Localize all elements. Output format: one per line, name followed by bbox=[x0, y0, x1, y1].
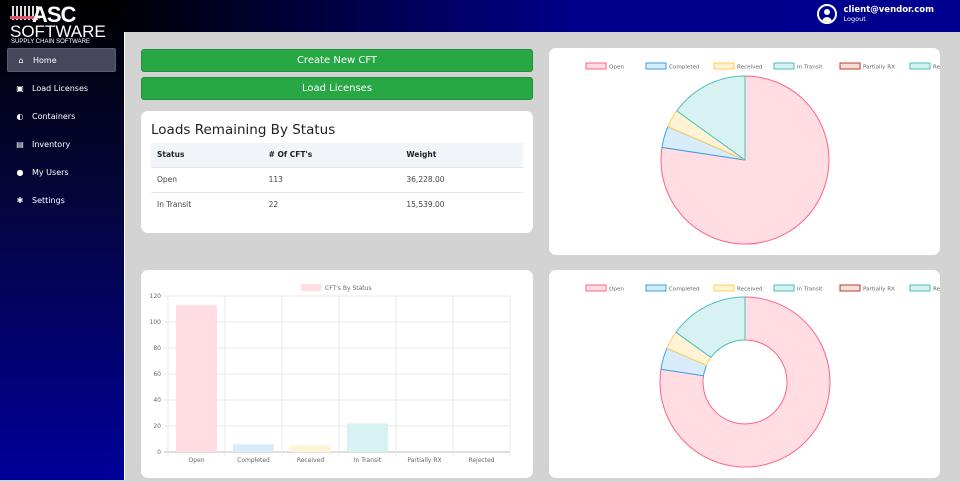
legend-swatch bbox=[909, 284, 931, 292]
legend-label: Open bbox=[609, 65, 624, 71]
table-row: In Transit 22 15,539.00 bbox=[151, 191, 523, 217]
home-icon: ⌂ bbox=[18, 55, 24, 65]
table-cell: 15,539.00 bbox=[400, 191, 523, 217]
legend-label: In Transit bbox=[797, 287, 823, 293]
table-row: Open 113 36,228.00 bbox=[151, 166, 523, 192]
sidebar-nav: ⌂ Home ▣ Load Licenses ◐ Containers ▤ Inventory… bbox=[7, 48, 116, 216]
sidebar-item-settings[interactable]: ✱ Settings bbox=[7, 188, 116, 212]
legend-label: Received bbox=[737, 287, 763, 293]
user-email: client@vendor.com bbox=[843, 5, 934, 15]
legend-swatch bbox=[301, 284, 321, 291]
sidebar-item-load-licenses[interactable]: ▣ Load Licenses bbox=[7, 76, 116, 100]
sidebar-item-label: Load Licenses bbox=[32, 83, 89, 93]
loads-table: Status # Of CFT's Weight Open 113 36,228.00 In… bbox=[151, 143, 523, 217]
legend-swatch bbox=[713, 62, 735, 70]
logo-tagline: SUPPLY CHAIN SOFTWARE bbox=[11, 39, 90, 45]
legend-swatch bbox=[645, 284, 667, 292]
y-tick-label: 60 bbox=[153, 371, 161, 378]
sidebar-item-containers[interactable]: ◐ Containers bbox=[7, 104, 116, 128]
bar-open bbox=[176, 305, 217, 452]
sidebar-item-label: Home bbox=[33, 55, 57, 65]
x-tick-label: In Transit bbox=[354, 457, 382, 464]
y-tick-label: 0 bbox=[157, 449, 161, 456]
legend-swatch bbox=[839, 62, 861, 70]
table-cell: 36,228.00 bbox=[400, 166, 523, 192]
x-tick-label: Rejected bbox=[468, 457, 494, 464]
top-header bbox=[0, 0, 960, 32]
bar-received bbox=[290, 445, 331, 452]
legend-label: Partially RX bbox=[863, 287, 895, 293]
bar-chart: CFT's By Status 0 20 40 60 80 100 120 Open Comple… bbox=[150, 284, 511, 464]
sidebar-item-label: My Users bbox=[32, 167, 69, 177]
doughnut-chart-card: Open Completed Received In Transit Partially… bbox=[549, 270, 958, 478]
legend-swatch bbox=[585, 284, 607, 292]
x-tick-label: Received bbox=[297, 457, 324, 464]
legend-swatch bbox=[645, 62, 667, 70]
legend-label: Completed bbox=[669, 65, 700, 71]
y-tick-label: 40 bbox=[153, 397, 161, 404]
sidebar-item-label: Settings bbox=[32, 195, 65, 205]
sidebar-item-home[interactable]: ⌂ Home bbox=[7, 48, 116, 72]
y-tick-label: 20 bbox=[153, 423, 161, 430]
x-tick-label: Open bbox=[188, 457, 204, 464]
globe-icon: ◐ bbox=[16, 111, 24, 121]
legend-label: CFT's By Status bbox=[325, 285, 372, 292]
loads-remaining-card: Loads Remaining By Status Status # Of CFT… bbox=[141, 111, 533, 233]
logo-stripe bbox=[10, 16, 40, 19]
load-licenses-button[interactable]: Load Licenses bbox=[141, 77, 533, 100]
y-tick-label: 100 bbox=[150, 319, 162, 326]
legend-swatch bbox=[773, 284, 795, 292]
column-header: Status bbox=[151, 143, 263, 167]
legend-label: Open bbox=[609, 287, 624, 293]
sidebar: ⌂ Home ▣ Load Licenses ◐ Containers ▤ Inventory… bbox=[0, 0, 124, 480]
table-cell: 113 bbox=[262, 166, 401, 192]
legend-label: Completed bbox=[669, 287, 700, 293]
legend-label: Partially RX bbox=[863, 65, 895, 71]
legend-swatch bbox=[839, 284, 861, 292]
y-tick-label: 120 bbox=[150, 293, 162, 300]
slice-open bbox=[659, 296, 831, 468]
doughnut-chart: Open Completed Received In Transit Partially… bbox=[585, 284, 958, 468]
y-tick-label: 80 bbox=[153, 345, 161, 352]
sidebar-item-inventory[interactable]: ▤ Inventory bbox=[7, 132, 116, 156]
legend-label: Rejected bbox=[933, 287, 940, 293]
logo-text: SOFTWARE bbox=[10, 22, 106, 41]
column-header: Weight bbox=[400, 143, 523, 167]
x-tick-label: Completed bbox=[237, 457, 270, 464]
bar-in-transit bbox=[347, 423, 388, 452]
legend-swatch bbox=[773, 62, 795, 70]
legend-label: In Transit bbox=[797, 65, 823, 71]
bar-chart-card: CFT's By Status 0 20 40 60 80 100 120 Open Comple… bbox=[141, 270, 533, 478]
slice-in-transit bbox=[676, 75, 746, 161]
sidebar-item-my-users[interactable]: ● My Users bbox=[7, 160, 116, 184]
bar-completed bbox=[233, 444, 274, 452]
logout-link[interactable]: Logout bbox=[843, 15, 866, 23]
sidebar-item-label: Containers bbox=[32, 111, 76, 121]
legend-swatch bbox=[585, 62, 607, 70]
table-cell: Open bbox=[151, 166, 263, 192]
gear-icon: ✱ bbox=[16, 195, 24, 205]
x-tick-label: Partially RX bbox=[407, 457, 441, 464]
logo[interactable]: ASC SOFTWARE SUPPLY CHAIN SOFTWARE bbox=[10, 2, 110, 46]
sidebar-item-label: Inventory bbox=[32, 139, 71, 149]
clipboard-icon: ▤ bbox=[16, 139, 24, 149]
legend-swatch bbox=[909, 62, 931, 70]
pie-chart: Open Completed Received In Transit Partially… bbox=[585, 62, 958, 245]
legend-label: Rejected bbox=[933, 65, 940, 71]
table-cell: In Transit bbox=[151, 191, 263, 217]
slice-in-transit bbox=[675, 296, 746, 359]
legend-label: Received bbox=[737, 65, 763, 71]
card-title: Loads Remaining By Status bbox=[151, 122, 336, 138]
table-cell: 22 bbox=[262, 191, 401, 217]
user-avatar-icon[interactable] bbox=[816, 4, 837, 24]
create-new-cft-button[interactable]: Create New CFT bbox=[141, 49, 533, 72]
logo-text: ASC bbox=[32, 2, 76, 27]
column-header: # Of CFT's bbox=[262, 143, 401, 167]
user-menu[interactable]: client@vendor.com Logout bbox=[816, 4, 934, 24]
user-icon: ● bbox=[16, 167, 24, 177]
pie-chart-card: Open Completed Received In Transit Partially… bbox=[549, 48, 958, 255]
legend-swatch bbox=[713, 284, 735, 292]
store-icon: ▣ bbox=[16, 83, 24, 93]
